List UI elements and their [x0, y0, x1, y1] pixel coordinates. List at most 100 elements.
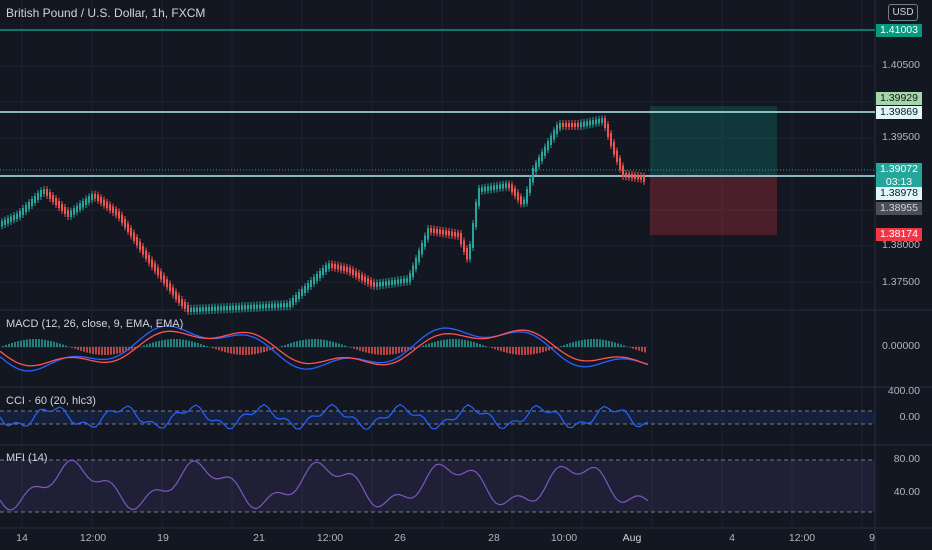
candle-body — [85, 198, 87, 205]
candle-body — [538, 157, 540, 167]
candle-body — [559, 123, 561, 129]
candle-body — [163, 275, 165, 284]
candle-body — [523, 199, 525, 205]
candle-body — [106, 201, 108, 209]
candle-body — [319, 271, 321, 278]
candle-body — [304, 286, 306, 293]
candle-body — [409, 273, 411, 283]
cci-title[interactable]: CCI · 60 (20, hlc3) — [6, 395, 96, 407]
candle-body — [109, 204, 111, 211]
candle-body — [355, 271, 357, 277]
candle-body — [457, 232, 459, 237]
candle-body — [70, 210, 72, 217]
candle-body — [226, 306, 228, 311]
candle-body — [64, 207, 66, 214]
price-tag-hline-resistance: 1.39869 — [876, 106, 922, 119]
candle-body — [367, 278, 369, 284]
candle-body — [454, 232, 456, 237]
candle-body — [4, 219, 6, 225]
candle-body — [472, 223, 474, 248]
candle-body — [151, 259, 153, 268]
candle-body — [52, 195, 54, 202]
time-tick: Aug — [622, 532, 642, 544]
candle-body — [175, 291, 177, 300]
candle-body — [421, 243, 423, 255]
candle-body — [268, 303, 270, 309]
candle-body — [337, 264, 339, 270]
candle-body — [493, 185, 495, 190]
time-tick: 26 — [394, 532, 406, 544]
candle-body — [10, 216, 12, 222]
candle-body — [502, 183, 504, 189]
price-tag-hline-support: 1.38978 — [876, 187, 922, 200]
candle-body — [307, 283, 309, 290]
long-position-profit-zone — [650, 106, 777, 176]
candle-body — [577, 123, 579, 127]
candle-body — [385, 281, 387, 286]
candle-body — [517, 192, 519, 201]
candle-body — [325, 265, 327, 272]
mfi-title[interactable]: MFI (14) — [6, 452, 48, 464]
macd-title[interactable]: MACD (12, 26, close, 9, EMA, EMA) — [6, 318, 184, 330]
candle-body — [262, 304, 264, 309]
candle-body — [406, 278, 408, 283]
candle-body — [61, 204, 63, 211]
candle-body — [115, 209, 117, 216]
candle-body — [259, 304, 261, 309]
cci-line — [0, 403, 649, 430]
symbol-title[interactable]: British Pound / U.S. Dollar, 1h, FXCM — [6, 6, 206, 20]
candle-body — [616, 150, 618, 162]
candle-body — [352, 269, 354, 275]
candle-body — [19, 211, 21, 218]
price-tag-target: 1.39929 — [876, 92, 922, 105]
candle-body — [274, 303, 276, 308]
candle-body — [436, 229, 438, 234]
mfi-band — [0, 460, 875, 512]
candle-body — [478, 187, 480, 206]
candle-body — [490, 185, 492, 191]
candle-body — [424, 235, 426, 247]
candle-body — [217, 306, 219, 311]
candle-body — [580, 122, 582, 127]
candle-body — [250, 304, 252, 309]
candle-body — [43, 189, 45, 194]
candle-body — [343, 266, 345, 271]
candle-body — [199, 307, 201, 312]
candle-body — [466, 248, 468, 260]
candle-body — [430, 228, 432, 233]
candle-body — [160, 271, 162, 280]
candle-body — [145, 250, 147, 259]
candle-body — [97, 194, 99, 201]
candle-body — [124, 219, 126, 228]
cci-axis-label: 400.00 — [887, 385, 920, 397]
candle-body — [310, 280, 312, 287]
candle-body — [253, 304, 255, 309]
candle-body — [223, 306, 225, 311]
candle-body — [22, 208, 24, 215]
candle-body — [238, 305, 240, 310]
candle-body — [568, 123, 570, 127]
last-price: 1.39072 — [880, 163, 918, 175]
candle-body — [358, 272, 360, 279]
time-tick: 9 — [869, 532, 875, 544]
candle-body — [7, 218, 9, 224]
candle-body — [55, 198, 57, 205]
candle-body — [607, 124, 609, 137]
macd-signal-line — [0, 329, 649, 367]
candle-body — [469, 244, 471, 260]
currency-button[interactable]: USD — [888, 4, 918, 21]
candle-body — [373, 281, 375, 287]
candle-body — [433, 228, 435, 233]
candle-body — [508, 183, 510, 189]
candle-body — [172, 287, 174, 296]
time-tick: 12:00 — [316, 532, 344, 544]
candle-body — [82, 201, 84, 208]
candle-body — [541, 151, 543, 162]
candle-body — [442, 230, 444, 235]
candle-body — [193, 307, 195, 312]
time-tick: 10:00 — [550, 532, 578, 544]
candle-body — [241, 305, 243, 310]
candle-body — [292, 298, 294, 305]
